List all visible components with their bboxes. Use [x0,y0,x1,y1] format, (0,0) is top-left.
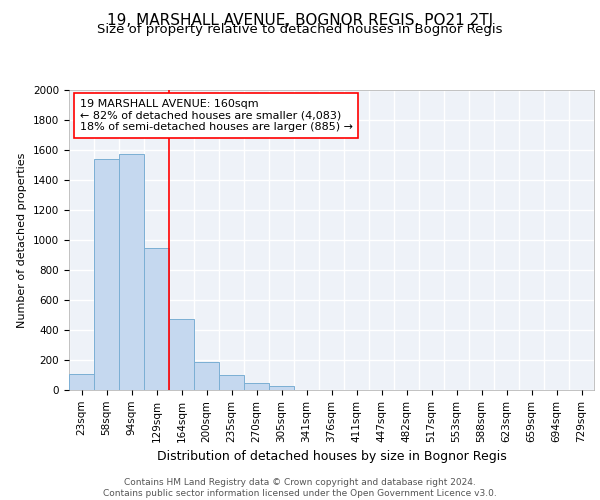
Text: 19, MARSHALL AVENUE, BOGNOR REGIS, PO21 2TJ: 19, MARSHALL AVENUE, BOGNOR REGIS, PO21 … [107,12,493,28]
Text: Contains HM Land Registry data © Crown copyright and database right 2024.
Contai: Contains HM Land Registry data © Crown c… [103,478,497,498]
Text: 19 MARSHALL AVENUE: 160sqm
← 82% of detached houses are smaller (4,083)
18% of s: 19 MARSHALL AVENUE: 160sqm ← 82% of deta… [79,99,353,132]
Text: Size of property relative to detached houses in Bognor Regis: Size of property relative to detached ho… [97,22,503,36]
Bar [219,376,244,390]
Bar [169,319,194,390]
Bar [119,154,144,390]
X-axis label: Distribution of detached houses by size in Bognor Regis: Distribution of detached houses by size … [157,450,506,463]
Bar [94,159,119,390]
Bar [269,386,294,390]
Bar [144,248,169,390]
Bar [244,383,269,390]
Bar [69,374,94,390]
Y-axis label: Number of detached properties: Number of detached properties [17,152,28,328]
Bar [194,362,219,390]
